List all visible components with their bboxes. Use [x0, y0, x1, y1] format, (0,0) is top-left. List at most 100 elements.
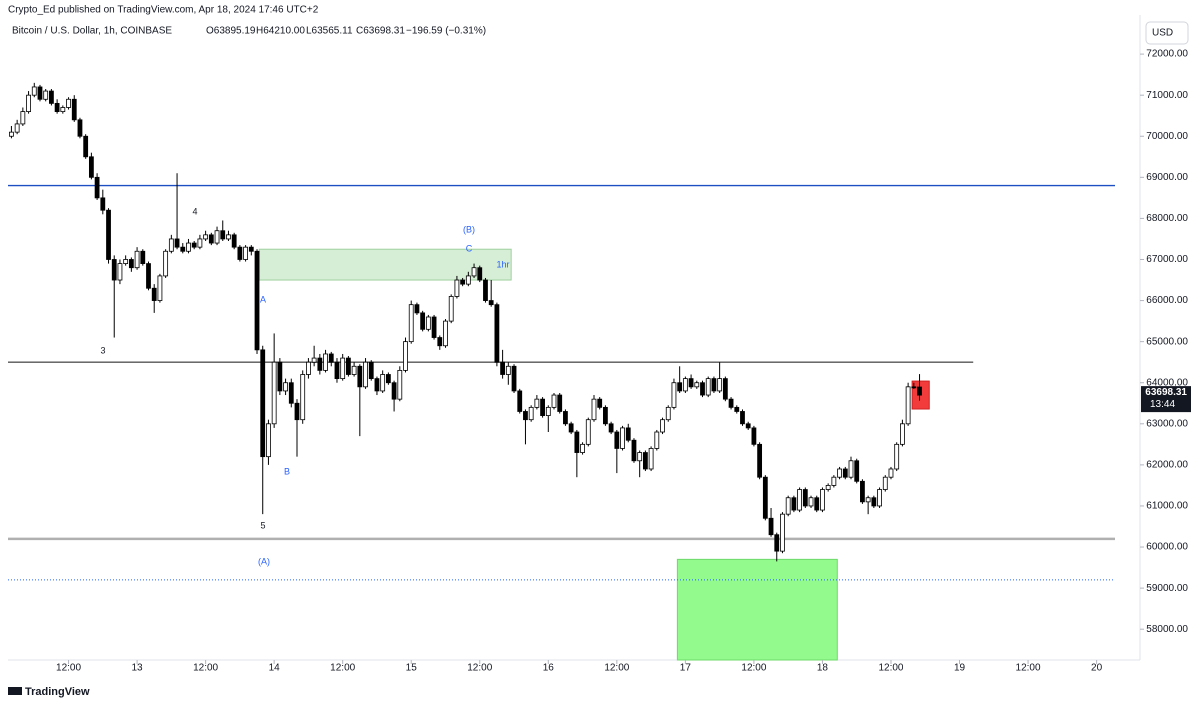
- high-text: H64210.00: [256, 26, 305, 37]
- x-tick-label: 20: [1091, 663, 1103, 674]
- wave-label: 1hr: [496, 259, 509, 269]
- candle-body: [580, 443, 585, 453]
- candle-body: [380, 374, 386, 392]
- x-tick-label: 12:00: [604, 663, 629, 674]
- candle-body: [637, 452, 643, 462]
- candle-body: [203, 234, 209, 240]
- candle-body: [660, 419, 665, 433]
- candle-body: [43, 90, 49, 100]
- x-tick-label: 15: [406, 663, 418, 674]
- candle-body: [877, 489, 882, 507]
- x-tick-label: 12:00: [56, 663, 81, 674]
- candle-body: [448, 296, 454, 322]
- candle-body: [214, 230, 220, 244]
- wave-label: 4: [192, 206, 197, 216]
- candle-body: [243, 246, 248, 260]
- candle-body: [854, 460, 860, 482]
- countdown: 13:44: [1150, 399, 1175, 410]
- candle-body: [597, 398, 603, 408]
- candle-body: [860, 480, 865, 503]
- x-tick-label: 12:00: [467, 663, 492, 674]
- y-tick-label: 58000.00: [1146, 624, 1188, 635]
- candle-body: [226, 234, 231, 240]
- candle-body: [191, 242, 197, 248]
- candle-body: [882, 476, 888, 490]
- candle-body: [88, 156, 94, 178]
- open-text: O63895.19: [206, 26, 256, 37]
- candle-body: [665, 406, 671, 421]
- candle-body: [254, 250, 260, 351]
- candle-body: [745, 423, 751, 429]
- candle-body: [625, 427, 631, 441]
- candle-body: [168, 238, 174, 252]
- candle-body: [300, 374, 306, 421]
- candle-body: [180, 246, 186, 252]
- candle-body: [163, 250, 169, 277]
- candle-body: [420, 312, 426, 330]
- plot: [8, 82, 1115, 661]
- candle-body: [477, 267, 483, 281]
- candle-body: [460, 279, 466, 285]
- y-tick-label: 64000.00: [1146, 377, 1188, 388]
- x-tick-label: 12:00: [193, 663, 218, 674]
- x-tick-label: 14: [269, 663, 281, 674]
- candle-body: [363, 361, 368, 388]
- currency-button[interactable]: [1145, 21, 1189, 45]
- candle-body: [888, 468, 894, 478]
- candle-body: [528, 406, 534, 421]
- candle-body: [403, 341, 408, 371]
- y-tick-label: 65000.00: [1146, 336, 1188, 347]
- candle-body: [785, 497, 791, 515]
- candle-body: [391, 382, 397, 400]
- candle-body: [671, 382, 677, 408]
- candle-body: [511, 365, 517, 392]
- currency-label[interactable]: USD: [1152, 28, 1173, 39]
- candle-body: [208, 234, 214, 244]
- candle-body: [780, 513, 785, 552]
- candle-body: [682, 378, 688, 392]
- y-tick-label: 70000.00: [1146, 131, 1188, 142]
- zone: [258, 248, 512, 281]
- candle-body: [740, 411, 745, 425]
- candle-body: [791, 497, 797, 511]
- candle-body: [49, 90, 54, 104]
- candle-body: [820, 489, 825, 511]
- candle-body: [677, 382, 683, 392]
- candle-body: [563, 411, 568, 425]
- candle-body: [277, 361, 283, 392]
- candle-body: [117, 263, 123, 281]
- symbol: Bitcoin / U.S. Dollar, 1h, COINBASE: [12, 26, 172, 37]
- zone: [676, 558, 838, 661]
- candle-body: [431, 316, 437, 338]
- candle-body: [751, 427, 757, 445]
- candle-body: [186, 242, 191, 252]
- candle-body: [865, 497, 871, 503]
- candle-body: [631, 439, 637, 462]
- candle-body: [71, 98, 77, 121]
- candle-body: [334, 361, 340, 380]
- candle-body: [717, 378, 723, 392]
- candle-body: [323, 353, 328, 371]
- wave-label: A: [260, 294, 266, 304]
- candle-body: [374, 378, 380, 392]
- candle-body: [271, 361, 277, 425]
- brand-logo: [8, 687, 22, 695]
- candle-body: [757, 443, 763, 478]
- candle-body: [26, 94, 31, 113]
- candle-body: [654, 431, 660, 449]
- candle-body: [414, 304, 420, 314]
- candle-body: [77, 119, 83, 137]
- x-tick-label: 19: [954, 663, 966, 674]
- candle-body: [9, 131, 14, 137]
- candle-body: [608, 423, 614, 433]
- candle-body: [174, 238, 180, 248]
- candle-body: [317, 357, 323, 371]
- wave-label: 5: [260, 520, 265, 530]
- candle-body: [500, 361, 506, 375]
- candle-body: [231, 234, 237, 248]
- candle-body: [494, 304, 500, 363]
- candle-body: [814, 497, 820, 511]
- candle-body: [385, 374, 391, 384]
- candle-body: [871, 497, 877, 507]
